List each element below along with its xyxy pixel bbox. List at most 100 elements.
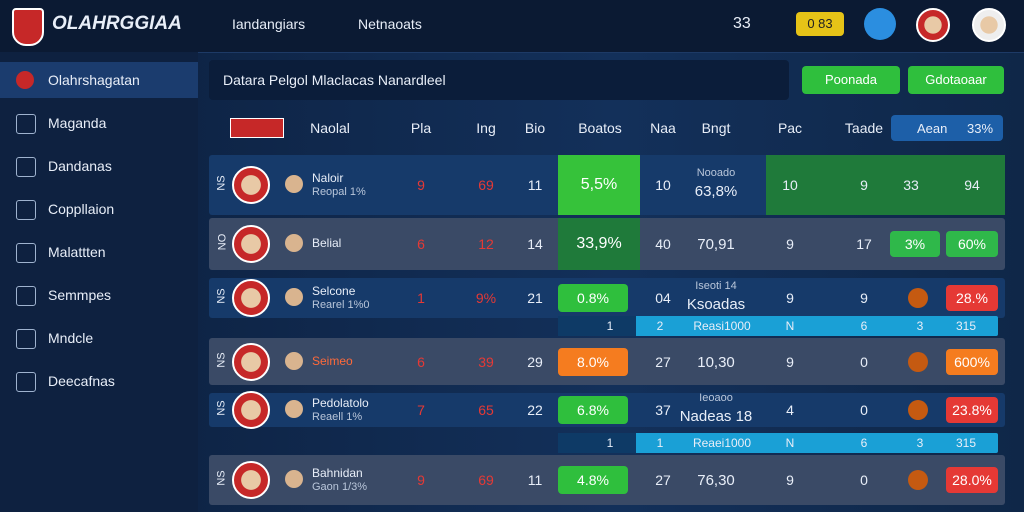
cell: 1 [417, 290, 425, 306]
cell: 9 [417, 177, 425, 193]
club-banner [230, 118, 284, 138]
sidebar-item[interactable]: Dandanas [0, 148, 198, 184]
player-name: Belial [312, 236, 342, 250]
club-icon [908, 351, 928, 372]
brand: OLAHRGGIAA [52, 13, 182, 34]
counter: 33 [733, 15, 751, 32]
sub-cell: 315 [955, 319, 977, 333]
panel-title-bar: Datara Pelgol Mlaclacas Nanardleel [209, 60, 789, 100]
cell: 22 [527, 402, 543, 418]
cell: 69 [478, 177, 494, 193]
icon [16, 329, 36, 349]
column-header: Naolal [310, 120, 350, 136]
cell: 04 [655, 290, 671, 306]
cell: 9 [786, 353, 794, 370]
sub-cell: 6 [860, 319, 868, 333]
club-icon [908, 288, 928, 308]
club-icon [908, 470, 928, 490]
sidebar-item[interactable]: Semmpes [0, 277, 198, 313]
icon [16, 157, 36, 177]
icon [16, 243, 36, 263]
sub-row [558, 316, 998, 336]
sidebar-item[interactable]: Mndcle [0, 320, 198, 356]
sub-cell: N [785, 436, 795, 450]
filter: Aean [917, 121, 948, 136]
cell: 10,30 [697, 353, 735, 371]
sidebar-label: Malattten [48, 244, 106, 260]
player-avatar [232, 166, 270, 204]
cell: 27 [655, 472, 671, 488]
cell: 7 [417, 402, 425, 418]
cell-top: Nooado [696, 167, 736, 179]
sidebar-label: Coppllaion [48, 201, 115, 217]
avatar[interactable] [972, 8, 1006, 42]
cell: Nadeas 18 [679, 408, 753, 425]
row-index: NS [215, 288, 228, 304]
sidebar-item[interactable]: Deecafnas [0, 363, 198, 399]
rating-box: 4.8% [558, 466, 628, 494]
sub-cell: Reaei1000 [692, 436, 752, 450]
sidebar-label: Deecafnas [48, 373, 115, 389]
logo [12, 8, 44, 46]
icon [16, 286, 36, 306]
club-icon [908, 400, 928, 420]
cell: 9 [417, 472, 425, 488]
player-icon [285, 400, 303, 418]
cell: 11 [527, 177, 543, 193]
row-index: NS [215, 400, 228, 416]
cell: 0 [860, 402, 868, 418]
cell: 12 [478, 236, 494, 252]
column-header: Taade [844, 120, 884, 136]
player-avatar [232, 342, 270, 381]
button[interactable]: Poonada [802, 66, 900, 94]
sidebar-item[interactable]: Coppllaion [0, 191, 198, 227]
icon [16, 372, 36, 392]
player-avatar [232, 461, 270, 499]
sidebar-item[interactable]: Maganda [0, 105, 198, 141]
sub-cell: 315 [955, 436, 977, 450]
cell: 39 [478, 353, 494, 370]
value-pill: 600% [946, 348, 998, 375]
sidebar-item[interactable]: Malattten [0, 234, 198, 270]
column-header: Bngt [701, 120, 731, 136]
value-pill: 28.0% [946, 467, 998, 493]
player-sub: Gaon 1/3% [312, 481, 368, 493]
value-pill: 23.8% [946, 397, 998, 423]
cell: 14 [527, 236, 543, 252]
cell: Ksoadas [686, 296, 746, 313]
avatar[interactable] [916, 8, 950, 42]
nav-link[interactable]: Netnaoats [358, 16, 422, 32]
sidebar: Olahrshagatan Maganda Dandanas Coppllaion Ma… [0, 52, 198, 512]
sub-cell: 2 [656, 319, 664, 333]
player-icon [285, 288, 303, 306]
column-header: Naa [650, 120, 676, 136]
cell: 69 [478, 472, 494, 488]
cell: 63,8% [694, 183, 738, 200]
cell: 65 [478, 402, 494, 418]
sub-cell: Reasi1000 [693, 319, 751, 333]
player-avatar [232, 225, 270, 263]
button[interactable]: Gdotaoaar [908, 66, 1004, 94]
column-header: Pac [777, 120, 803, 136]
sub-cell: 1 [606, 436, 614, 450]
share-button[interactable] [864, 8, 896, 40]
player-sub: Rearel 1%0 [312, 299, 370, 311]
player-name: Bahnidan [312, 466, 363, 480]
cell: 40 [655, 236, 671, 252]
coin-badge[interactable]: 0 83 [796, 12, 844, 36]
player-sub: Reopal 1% [312, 186, 366, 198]
player-name: Naloir [312, 171, 344, 185]
cell: 0 [860, 353, 868, 370]
column-header: Pla [410, 120, 432, 136]
cell: 37 [655, 402, 671, 418]
cell: 10 [655, 177, 671, 193]
cell: 4 [786, 402, 794, 418]
filter-box[interactable]: Aean 33% [891, 115, 1003, 141]
sidebar-label: Semmpes [48, 287, 112, 303]
cell: 27 [655, 353, 671, 370]
player-icon [285, 234, 303, 252]
cell: 21 [527, 290, 543, 306]
sidebar-item[interactable]: Olahrshagatan [0, 62, 198, 98]
nav-link[interactable]: Iandangiars [232, 16, 306, 32]
